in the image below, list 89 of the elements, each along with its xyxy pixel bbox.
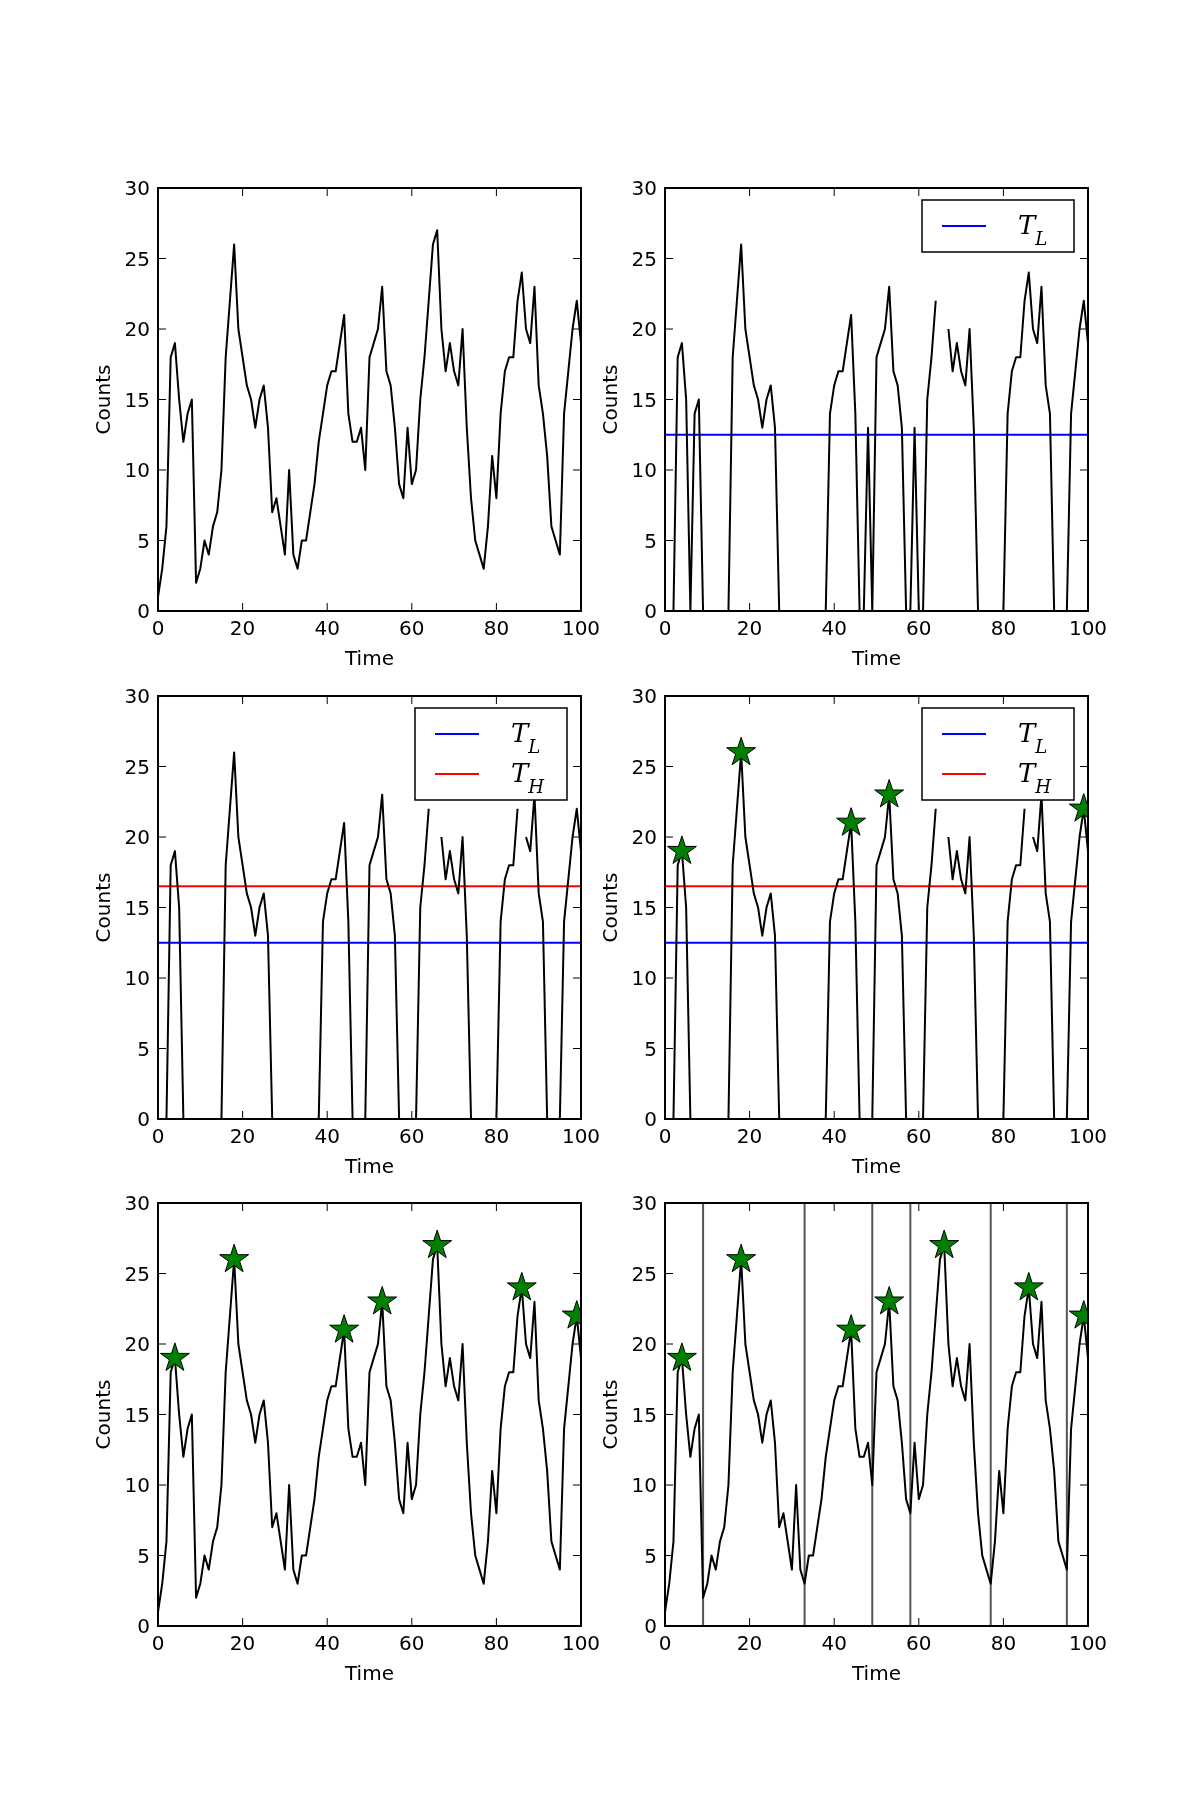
y-tick-label: 20 xyxy=(631,317,657,341)
x-tick-label: 80 xyxy=(990,616,1017,640)
y-tick-label: 15 xyxy=(631,1402,657,1427)
y-tick-label: 25 xyxy=(631,754,657,779)
x-tick-label: 80 xyxy=(483,1631,510,1655)
y-tick-label: 30 xyxy=(631,684,657,708)
y-tick-label: 15 xyxy=(124,387,150,412)
x-tick-label: 100 xyxy=(1068,616,1108,640)
y-tick-label: 15 xyxy=(631,895,657,920)
x-axis-title: Time xyxy=(851,646,901,670)
x-axis-title: Time xyxy=(344,1661,394,1685)
y-axis-title: Counts xyxy=(91,364,115,435)
y-tick-label: 0 xyxy=(644,1107,657,1131)
y-tick-label: 0 xyxy=(644,599,657,623)
y-tick-label: 10 xyxy=(631,1473,657,1497)
y-tick-label: 5 xyxy=(644,1036,657,1061)
x-tick-label: 40 xyxy=(821,1124,847,1148)
y-tick-label: 30 xyxy=(631,1191,657,1215)
y-tick-label: 15 xyxy=(631,387,657,412)
x-tick-label: 40 xyxy=(314,1631,340,1655)
y-tick-label: 5 xyxy=(644,528,657,553)
x-tick-label: 40 xyxy=(314,1124,340,1148)
y-tick-label: 30 xyxy=(124,176,150,200)
y-axis-title: Counts xyxy=(91,1379,115,1450)
x-tick-label: 100 xyxy=(1068,1631,1108,1655)
y-axis-title: Counts xyxy=(598,872,622,943)
y-tick-label: 10 xyxy=(124,458,150,482)
y-tick-label: 10 xyxy=(631,966,657,990)
y-tick-label: 25 xyxy=(631,1261,657,1286)
legend-label: T$_{L}$ xyxy=(1018,718,1048,757)
x-axis-title: Time xyxy=(344,646,394,670)
x-tick-label: 60 xyxy=(399,1124,425,1148)
x-tick-label: 20 xyxy=(736,1631,763,1655)
x-tick-label: 80 xyxy=(990,1631,1017,1655)
y-tick-label: 30 xyxy=(124,684,150,708)
x-tick-label: 60 xyxy=(906,1631,932,1655)
y-tick-label: 10 xyxy=(124,966,150,990)
y-axis-title: Counts xyxy=(598,1379,622,1450)
x-tick-label: 80 xyxy=(483,616,510,640)
y-tick-label: 30 xyxy=(124,1191,150,1215)
x-tick-label: 20 xyxy=(736,616,763,640)
y-tick-label: 30 xyxy=(631,176,657,200)
legend-label: T$_{L}$ xyxy=(511,718,541,757)
x-tick-label: 60 xyxy=(399,1631,425,1655)
y-tick-label: 25 xyxy=(124,1261,150,1286)
y-tick-label: 10 xyxy=(631,458,657,482)
y-tick-label: 5 xyxy=(644,1543,657,1568)
y-tick-label: 20 xyxy=(124,317,150,341)
y-tick-label: 25 xyxy=(631,246,657,271)
y-tick-label: 20 xyxy=(124,825,150,849)
x-tick-label: 100 xyxy=(561,1124,601,1148)
x-axis-title: Time xyxy=(344,1154,394,1178)
x-tick-label: 60 xyxy=(906,1124,932,1148)
x-axis-title: Time xyxy=(851,1661,901,1685)
x-tick-label: 60 xyxy=(906,616,932,640)
x-tick-label: 100 xyxy=(561,616,601,640)
x-tick-label: 20 xyxy=(229,616,256,640)
y-tick-label: 0 xyxy=(137,599,150,623)
x-tick-label: 40 xyxy=(821,616,847,640)
y-axis-title: Counts xyxy=(91,872,115,943)
y-axis-title: Counts xyxy=(598,364,622,435)
x-tick-label: 80 xyxy=(990,1124,1017,1148)
x-axis-title: Time xyxy=(851,1154,901,1178)
x-tick-label: 100 xyxy=(561,1631,601,1655)
x-tick-label: 20 xyxy=(229,1124,256,1148)
x-tick-label: 40 xyxy=(314,616,340,640)
y-tick-label: 10 xyxy=(124,1473,150,1497)
y-tick-label: 0 xyxy=(644,1614,657,1638)
y-tick-label: 25 xyxy=(124,246,150,271)
y-tick-label: 0 xyxy=(137,1614,150,1638)
y-tick-label: 20 xyxy=(631,1332,657,1356)
x-tick-label: 60 xyxy=(399,616,425,640)
legend-label: T$_{H}$ xyxy=(1018,758,1053,797)
x-tick-label: 80 xyxy=(483,1124,510,1148)
y-tick-label: 15 xyxy=(124,1402,150,1427)
legend-label: T$_{H}$ xyxy=(511,758,546,797)
y-tick-label: 5 xyxy=(137,1036,150,1061)
y-tick-label: 25 xyxy=(124,754,150,779)
y-tick-label: 20 xyxy=(631,825,657,849)
y-tick-label: 20 xyxy=(124,1332,150,1356)
x-tick-label: 20 xyxy=(229,1631,256,1655)
y-tick-label: 5 xyxy=(137,528,150,553)
x-tick-label: 20 xyxy=(736,1124,763,1148)
x-tick-label: 100 xyxy=(1068,1124,1108,1148)
y-tick-label: 0 xyxy=(137,1107,150,1131)
legend-label: T$_{L}$ xyxy=(1018,210,1048,249)
y-tick-label: 15 xyxy=(124,895,150,920)
x-tick-label: 40 xyxy=(821,1631,847,1655)
y-tick-label: 5 xyxy=(137,1543,150,1568)
